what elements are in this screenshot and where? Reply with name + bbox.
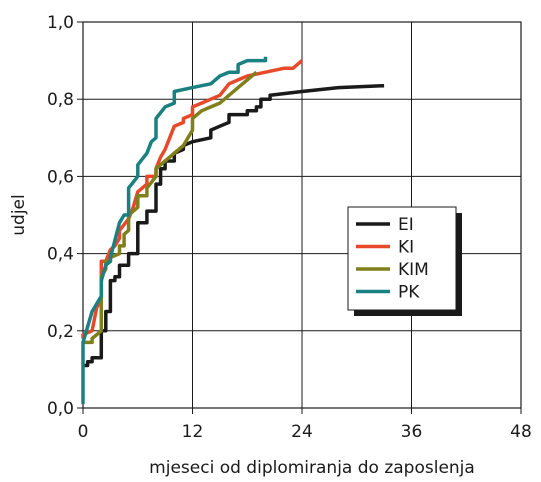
- legend-label-pk: PK: [398, 283, 420, 303]
- y-tick-label: 1,0: [47, 13, 74, 33]
- x-tick-labels: 0 12 24 36 48: [78, 422, 532, 442]
- series-line-ei: [83, 83, 385, 368]
- y-tick-label: 0,0: [47, 399, 74, 419]
- series-line-pk: [81, 56, 268, 405]
- legend-label-ei: EI: [398, 215, 414, 235]
- plot-frame: [82, 21, 522, 409]
- series-lines: [81, 56, 385, 405]
- y-tick-label: 0,6: [47, 167, 74, 187]
- y-tick-label: 0,8: [47, 90, 74, 110]
- x-tick-label: 36: [401, 422, 423, 442]
- y-axis-title: udjel: [9, 194, 29, 235]
- x-tick-label: 12: [182, 422, 204, 442]
- x-axis-title: mjeseci od diplomiranja do zaposlenja: [149, 458, 475, 478]
- x-tick-label: 48: [510, 422, 532, 442]
- y-tick-label: 0,2: [47, 322, 74, 342]
- legend-label-ki: KI: [398, 238, 414, 258]
- legend-label-kim: KIM: [398, 260, 429, 280]
- x-tick-label: 0: [78, 422, 89, 442]
- x-tick-label: 24: [291, 422, 313, 442]
- y-tick-labels: 0,0 0,2 0,4 0,6 0,8 1,0: [47, 13, 74, 419]
- y-tick-label: 0,4: [47, 245, 74, 265]
